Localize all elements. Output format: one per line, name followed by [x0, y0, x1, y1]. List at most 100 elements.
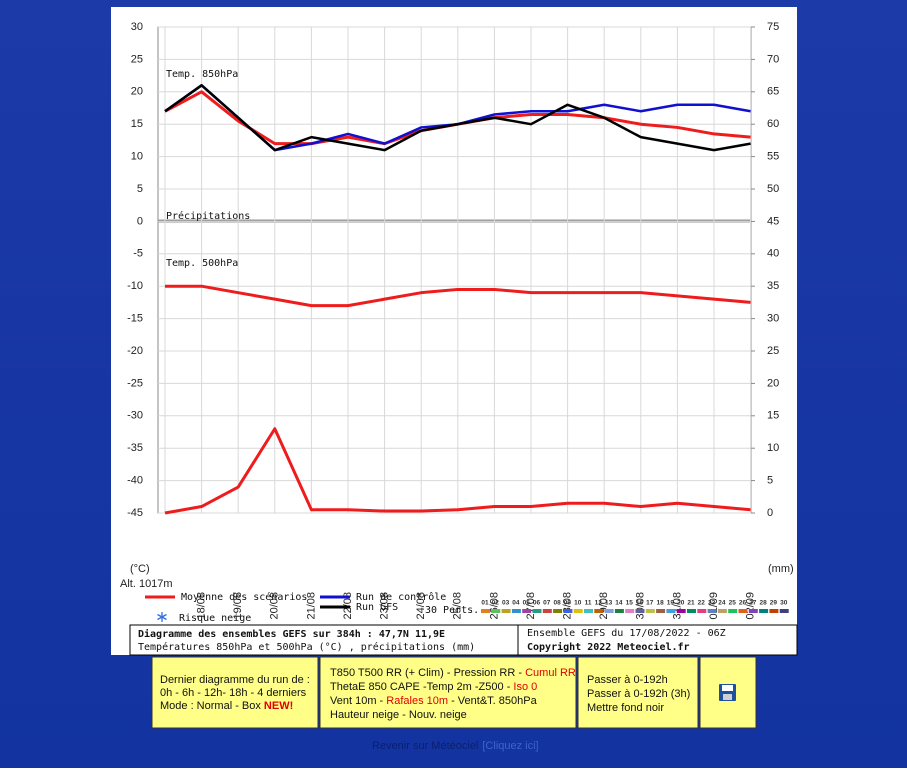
chart-panel	[111, 7, 797, 655]
x-tick-label: 19/08	[232, 592, 244, 620]
perturbation-id: 27	[749, 600, 757, 607]
x-tick-label: 25/08	[452, 592, 464, 620]
series-line	[165, 284, 751, 308]
perturbation-swatch	[594, 609, 604, 613]
panel-label: Temp. 850hPa	[166, 69, 238, 80]
y-tick-label: 30	[131, 21, 143, 33]
link-line[interactable]: Passer à 0-192h (3h)	[587, 688, 690, 700]
perturbation-id: 29	[770, 600, 778, 607]
link-text[interactable]: Iso 0	[513, 681, 537, 693]
link-box	[577, 656, 699, 729]
link-line[interactable]: T850 T500 RR (+ Clim) - Pression RR - Cu…	[330, 667, 576, 679]
perturbation-id: 20	[677, 600, 685, 607]
perturbation-swatch	[625, 609, 635, 613]
link-text[interactable]: T850 T500 RR (+ Clim) - Pression RR -	[330, 667, 525, 679]
link-text[interactable]: NEW!	[264, 700, 293, 712]
y-unit: (°C)	[130, 563, 150, 575]
perturbation-id: 18	[656, 600, 664, 607]
link-box	[151, 656, 319, 729]
legend-label: Run GFS	[356, 602, 398, 613]
info-subtitle: Températures 850hPa et 500hPa (°C) , pré…	[138, 641, 475, 653]
back-link[interactable]: Revenir sur Météociel [Cliquez ici]	[372, 740, 539, 752]
link-text[interactable]: ThetaE 850 CAPE -Temp 2m -Z500 -	[330, 681, 513, 693]
link-text[interactable]: Passer à 0-192h	[587, 674, 668, 686]
link-text[interactable]: Mode : Normal - Box	[160, 700, 264, 712]
link-line[interactable]: Mode : Normal - Box NEW!	[160, 700, 293, 712]
perturbation-swatch	[511, 609, 521, 613]
perturbation-swatch	[687, 609, 696, 613]
link-text[interactable]: Vent 10m -	[330, 695, 386, 707]
y-tick-label: -10	[127, 280, 143, 292]
perturbation-swatch	[614, 609, 624, 613]
perturbation-id: 05	[523, 600, 531, 607]
perturbation-swatch	[697, 609, 707, 613]
y-tick-label: -25	[127, 377, 143, 389]
back-link-hint[interactable]: [Cliquez ici]	[482, 740, 538, 752]
link-text[interactable]: - Vent&T. 850hPa	[448, 695, 538, 707]
y2-tick-label: 45	[767, 215, 779, 227]
perturbation-id: 21	[687, 600, 695, 607]
link-text[interactable]: Mettre fond noir	[587, 702, 664, 714]
series-line	[164, 427, 751, 515]
snow-legend: Risque neige	[179, 613, 251, 624]
x-tick-label: 20/08	[269, 592, 281, 620]
legend-label: Run de contrôle	[356, 591, 446, 603]
perturbation-swatch	[501, 609, 511, 613]
y-tick-label: 5	[137, 183, 143, 195]
panel-label: Précipitations	[166, 210, 250, 222]
y-tick-label: 25	[131, 53, 143, 65]
save-icon[interactable]	[719, 684, 736, 701]
perturbation-id: 11	[585, 600, 592, 607]
perturbation-swatch	[645, 609, 655, 613]
perturbation-id: 17	[646, 600, 654, 607]
perturbation-swatch	[676, 609, 686, 613]
perturbation-label: 30 Perts.	[425, 605, 479, 616]
perturbation-swatch	[666, 609, 676, 613]
perturbation-swatch	[738, 609, 748, 613]
link-text[interactable]: Hauteur neige - Nouv. neige	[330, 709, 467, 721]
link-line[interactable]: Dernier diagramme du run de :	[160, 674, 310, 686]
perturbation-id: 24	[718, 600, 726, 607]
link-text[interactable]: Rafales 10m	[386, 695, 448, 707]
link-text[interactable]: Passer à 0-192h (3h)	[587, 688, 690, 700]
link-line[interactable]: 0h - 6h - 12h- 18h - 4 derniers	[160, 687, 307, 699]
perturbation-swatch	[481, 609, 490, 613]
legend-label: Moyenne des scénarios	[181, 591, 307, 603]
link-line[interactable]: Passer à 0-192h	[587, 674, 668, 686]
y-tick-label: 10	[131, 151, 143, 163]
perturbation-swatch	[656, 609, 666, 613]
back-link-text[interactable]: Revenir sur Météociel	[372, 740, 478, 752]
link-text[interactable]: Dernier diagramme du run de :	[160, 674, 310, 686]
y2-unit: (mm)	[768, 563, 794, 575]
y2-tick-label: 60	[767, 118, 779, 130]
x-tick-label: 23/08	[379, 592, 391, 620]
link-line[interactable]: Hauteur neige - Nouv. neige	[330, 709, 467, 721]
altitude: Alt. 1017m	[120, 578, 173, 590]
y2-tick-label: 35	[767, 280, 779, 292]
link-box	[319, 656, 577, 729]
link-text[interactable]: 0h - 6h - 12h- 18h - 4 derniers	[160, 687, 307, 699]
x-tick-label: 21/08	[305, 592, 317, 620]
link-line[interactable]: Mettre fond noir	[587, 702, 664, 714]
perturbation-swatch	[584, 609, 593, 613]
y-tick-label: 20	[131, 86, 143, 98]
y-tick-label: -35	[127, 442, 143, 454]
link-text[interactable]: Cumul RR	[525, 667, 576, 679]
perturbation-id: 15	[626, 600, 634, 607]
perturbation-id: 04	[512, 600, 520, 607]
info-run: Ensemble GEFS du 17/08/2022 - 06Z	[527, 628, 726, 639]
perturbation-swatch	[717, 609, 727, 613]
y-tick-label: -20	[127, 345, 143, 357]
y2-tick-label: 30	[767, 313, 779, 325]
link-line[interactable]: ThetaE 850 CAPE -Temp 2m -Z500 - Iso 0	[330, 681, 537, 693]
perturbation-id: 26	[739, 600, 747, 607]
perturbation-swatch	[748, 609, 758, 613]
link-line[interactable]: Vent 10m - Rafales 10m - Vent&T. 850hPa	[330, 695, 538, 707]
y2-tick-label: 40	[767, 248, 779, 260]
perturbation-swatch	[542, 609, 552, 613]
info-copyright: Copyright 2022 Meteociel.fr	[527, 641, 690, 653]
perturbation-id: 06	[533, 600, 541, 607]
perturbation-swatch	[522, 609, 532, 613]
y-tick-label: -5	[133, 248, 143, 260]
